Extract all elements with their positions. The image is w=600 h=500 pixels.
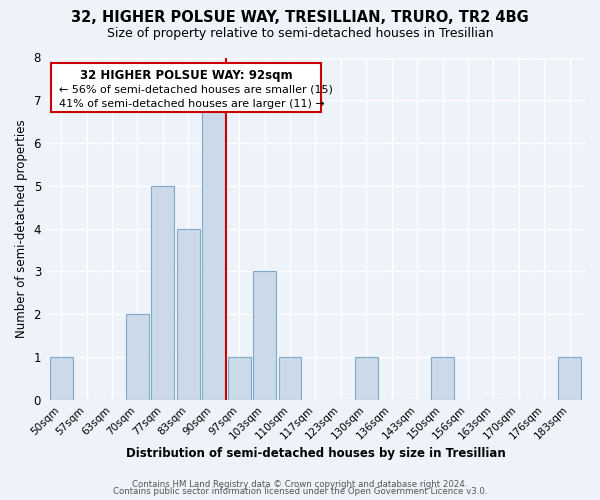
Text: 32 HIGHER POLSUE WAY: 92sqm: 32 HIGHER POLSUE WAY: 92sqm — [80, 69, 292, 82]
Text: ← 56% of semi-detached houses are smaller (15): ← 56% of semi-detached houses are smalle… — [59, 84, 333, 94]
Text: Contains public sector information licensed under the Open Government Licence v3: Contains public sector information licen… — [113, 487, 487, 496]
Bar — [278, 357, 301, 400]
Text: Contains HM Land Registry data © Crown copyright and database right 2024.: Contains HM Land Registry data © Crown c… — [132, 480, 468, 489]
Y-axis label: Number of semi-detached properties: Number of semi-detached properties — [15, 120, 28, 338]
Bar — [50, 357, 73, 400]
Bar — [253, 272, 276, 400]
Bar — [151, 186, 175, 400]
Text: 32, HIGHER POLSUE WAY, TRESILLIAN, TRURO, TR2 4BG: 32, HIGHER POLSUE WAY, TRESILLIAN, TRURO… — [71, 10, 529, 25]
Bar — [126, 314, 149, 400]
Text: Size of property relative to semi-detached houses in Tresillian: Size of property relative to semi-detach… — [107, 28, 493, 40]
Bar — [202, 100, 225, 400]
X-axis label: Distribution of semi-detached houses by size in Tresillian: Distribution of semi-detached houses by … — [125, 447, 505, 460]
Text: 41% of semi-detached houses are larger (11) →: 41% of semi-detached houses are larger (… — [59, 98, 325, 108]
FancyBboxPatch shape — [52, 62, 321, 112]
Bar — [431, 357, 454, 400]
Bar — [177, 228, 200, 400]
Bar — [355, 357, 378, 400]
Bar — [559, 357, 581, 400]
Bar — [228, 357, 251, 400]
